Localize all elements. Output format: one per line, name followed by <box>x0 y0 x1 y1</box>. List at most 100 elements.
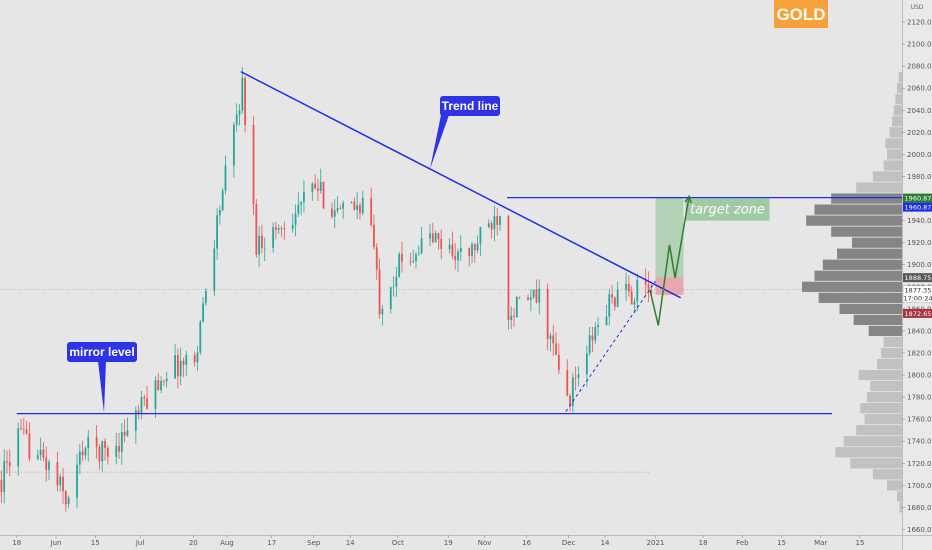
candle-body <box>277 228 280 230</box>
candle-body <box>143 397 146 399</box>
candle-body <box>134 410 137 431</box>
candle-body <box>591 335 594 341</box>
x-tick-label: 15 <box>91 539 100 547</box>
candle-body <box>647 284 650 291</box>
price-badge-label: 1888.75 <box>905 274 932 282</box>
candle-body <box>538 288 541 303</box>
candle-body <box>235 114 238 125</box>
candle-body <box>252 124 255 204</box>
x-tick-label: Mar <box>814 539 827 547</box>
candle-body <box>336 207 339 211</box>
candle-body <box>20 428 22 430</box>
x-tick-label: Jun <box>50 539 62 547</box>
volume-profile-bar <box>856 425 902 436</box>
y-tick-label: 2020.00 <box>907 129 932 137</box>
candle-body <box>409 261 412 263</box>
candle-body <box>17 428 20 467</box>
y-tick-label: 1680.00 <box>907 504 932 512</box>
volume-profile-bar <box>887 480 902 491</box>
candle-body <box>84 448 87 456</box>
volume-profile-bar <box>872 171 902 182</box>
x-tick-label: 14 <box>346 539 355 547</box>
candle-body <box>258 235 261 255</box>
mirror-level-callout-label: mirror level <box>69 345 134 359</box>
candle-body <box>552 335 555 344</box>
candle-body <box>331 208 333 217</box>
candle-body <box>64 491 67 505</box>
candle-body <box>322 181 325 209</box>
volume-profile-bar <box>806 215 902 226</box>
x-tick-label: Sep <box>307 539 321 547</box>
candle-body <box>389 287 392 310</box>
candle-body <box>476 243 479 251</box>
candle-body <box>162 380 165 382</box>
candle-body <box>339 207 342 209</box>
price-badge-label: 1877.35 <box>905 287 932 295</box>
candle-body <box>459 247 462 252</box>
candle-body <box>493 216 496 230</box>
candle-body <box>22 429 25 430</box>
x-tick-label: 18 <box>699 539 708 547</box>
dashed-support-line <box>565 281 656 412</box>
volume-profile-bar <box>885 138 902 149</box>
candle-body <box>76 464 78 498</box>
price-badge-label: 1960.87 <box>905 195 932 203</box>
price-badge <box>902 285 932 303</box>
y-tick-label: 2100.00 <box>907 41 932 49</box>
candle-body <box>98 447 101 462</box>
volume-profile-bar <box>839 303 902 314</box>
candle-body <box>415 254 417 261</box>
x-tick-label: Jul <box>135 539 145 547</box>
volume-profile-bar <box>818 292 902 303</box>
candle-body <box>333 210 336 217</box>
candle-body <box>378 269 381 315</box>
candle-body <box>490 223 493 230</box>
candle-body <box>350 201 353 203</box>
volume-profile-bar <box>881 347 902 359</box>
candle-body <box>457 251 459 261</box>
candle-body <box>585 353 588 375</box>
candle-body <box>280 228 283 230</box>
candle-body <box>515 296 518 317</box>
annotation-lines <box>0 71 902 473</box>
candle-body <box>25 429 28 434</box>
candle-body <box>507 216 510 321</box>
price-badge-label: 1872.65 <box>905 310 932 318</box>
target-zone <box>655 197 684 278</box>
candle-body <box>59 476 62 486</box>
candle-body <box>233 124 235 166</box>
x-tick-label: 15 <box>856 539 865 547</box>
candle-body <box>87 436 90 449</box>
candle-body <box>39 449 42 456</box>
y-tick-label: 2040.00 <box>907 107 932 115</box>
candle-body <box>78 451 81 465</box>
x-tick-label: 2021 <box>647 539 665 547</box>
candle-body <box>529 297 532 301</box>
price-badge <box>903 202 932 212</box>
x-tick-label: 16 <box>522 539 531 547</box>
candle-body <box>6 461 8 463</box>
candle-body <box>202 303 204 322</box>
candle-body <box>496 216 499 225</box>
candle-body <box>549 335 552 340</box>
candle-body <box>392 286 395 288</box>
candle-body <box>165 378 168 382</box>
candle-body <box>375 247 378 270</box>
y-tick-label: 1900.00 <box>907 261 932 269</box>
mirror-level-callout-box <box>67 342 137 362</box>
candle-body <box>297 204 300 214</box>
price-badge <box>903 273 932 283</box>
volume-profile-bar <box>897 491 902 502</box>
volume-profile-bar <box>822 259 902 270</box>
candle-body <box>513 315 515 317</box>
candle-body <box>401 253 403 262</box>
volume-profile-bar <box>860 403 902 414</box>
candle-body <box>179 360 182 377</box>
candle-body <box>499 216 501 225</box>
volume-profile-bar <box>831 193 902 204</box>
currency-label: USD <box>911 4 924 11</box>
projection-path <box>649 196 690 326</box>
candle-body <box>468 247 471 256</box>
callouts: Trend line mirror level GOLD <box>67 0 828 413</box>
